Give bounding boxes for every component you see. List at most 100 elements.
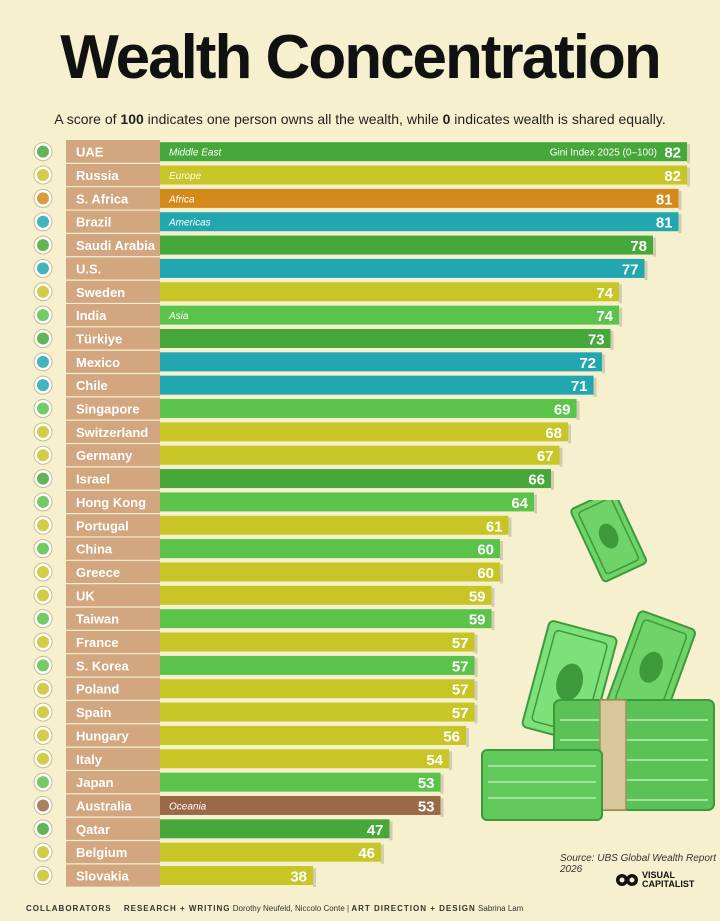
bar-s-africa [160, 188, 679, 208]
bar-brazil [160, 212, 679, 232]
value-label: 46 [358, 845, 375, 862]
us-flag-icon [33, 258, 53, 278]
country-label: Türkiye [76, 331, 122, 346]
value-label: 77 [622, 261, 639, 278]
country-label: Saudi Arabia [76, 238, 156, 253]
bar-hungary [160, 725, 466, 745]
country-label: U.S. [76, 261, 101, 276]
poland-flag-icon [33, 679, 53, 699]
value-label: 82 [664, 145, 681, 162]
value-label: 66 [528, 472, 545, 489]
hong-kong-flag-icon [33, 492, 53, 512]
bar-shadow [440, 774, 444, 794]
country-label: Israel [76, 472, 110, 487]
bar-shadow [610, 330, 614, 350]
switzerland-flag-icon [33, 422, 53, 442]
bar-uae [160, 142, 687, 162]
value-label: 78 [630, 238, 647, 255]
country-label: Qatar [76, 822, 110, 837]
country-label: Sweden [76, 285, 125, 300]
country-label: Italy [76, 752, 103, 767]
qatar-flag-icon [33, 819, 53, 839]
bar-belgium [160, 842, 381, 862]
country-label: Portugal [76, 518, 129, 533]
value-label: 72 [579, 355, 596, 372]
value-label: 61 [486, 518, 503, 535]
greece-flag-icon [33, 562, 53, 582]
country-label: France [76, 635, 119, 650]
bar-portugal [160, 515, 509, 535]
region-label: Africa [168, 194, 195, 205]
country-label: Brazil [76, 215, 111, 230]
country-label: Chile [76, 378, 108, 393]
country-label: Australia [76, 798, 132, 813]
value-label: 60 [477, 565, 494, 582]
bar-qatar [160, 819, 390, 839]
israel-flag-icon [33, 469, 53, 489]
bar-shadow [474, 704, 478, 724]
south-korea-flag-icon [33, 655, 53, 675]
bar-shadow [534, 494, 537, 514]
bar-mexico [160, 352, 602, 372]
bar-china [160, 539, 500, 559]
bar-shadow [440, 797, 444, 817]
mexico-flag-icon [33, 352, 53, 372]
bar-greece [160, 562, 500, 582]
bar-shadow [491, 611, 495, 631]
italy-flag-icon [33, 749, 53, 769]
bar-shadow [474, 634, 478, 654]
value-label: 81 [656, 215, 673, 232]
value-label: 59 [469, 588, 486, 605]
spain-flag-icon [33, 702, 53, 722]
country-label: Belgium [76, 845, 127, 860]
bar-shadow [568, 424, 571, 444]
country-label: Spain [76, 705, 111, 720]
page-subtitle: A score of 100 indicates one person owns… [54, 111, 666, 127]
region-label: Europe [169, 171, 202, 182]
value-label: 81 [656, 191, 673, 208]
source-note: Source: UBS Global Wealth Report 2026 [560, 853, 717, 875]
bar-shadow [449, 751, 452, 771]
bar-shadow [678, 214, 682, 234]
bar-india [160, 305, 619, 325]
bar-germany [160, 445, 560, 465]
value-label: 64 [511, 495, 528, 512]
belgium-flag-icon [33, 842, 53, 862]
bar-israel [160, 469, 551, 489]
bar-shadow [500, 564, 503, 584]
value-label: 71 [571, 378, 588, 395]
uae-flag-icon [33, 142, 53, 162]
visual-capitalist-logo-icon [616, 874, 638, 886]
germany-flag-icon [33, 445, 53, 465]
bar-switzerland [160, 422, 568, 442]
visual-capitalist-logo: VISUAL CAPITALIST [616, 871, 694, 889]
bar-shadow [559, 447, 563, 467]
bar-shadow [619, 307, 622, 327]
bar-slovakia [160, 866, 313, 886]
bar-russia [160, 165, 687, 185]
bar-shadow [602, 354, 605, 374]
bar-shadow [619, 284, 622, 304]
bar-s-korea [160, 655, 475, 675]
value-label: 74 [596, 285, 613, 302]
country-label: Poland [76, 682, 119, 697]
bar-shadow [653, 237, 656, 257]
bar-singapore [160, 399, 577, 419]
bar-saudi-arabia [160, 235, 653, 255]
country-label: UAE [76, 145, 104, 160]
taiwan-flag-icon [33, 609, 53, 629]
country-label: Greece [76, 565, 120, 580]
value-label: 69 [554, 402, 571, 419]
bar-shadow [381, 844, 384, 864]
country-label: Singapore [76, 402, 140, 417]
country-label: UK [76, 588, 95, 603]
value-label: 68 [545, 425, 562, 442]
country-label: Mexico [76, 355, 120, 370]
region-label: Oceania [169, 801, 207, 812]
value-label: 60 [477, 542, 494, 559]
france-flag-icon [33, 632, 53, 652]
bar-shadow [313, 868, 316, 888]
bar-shadow [687, 167, 690, 187]
russia-flag-icon [33, 165, 53, 185]
